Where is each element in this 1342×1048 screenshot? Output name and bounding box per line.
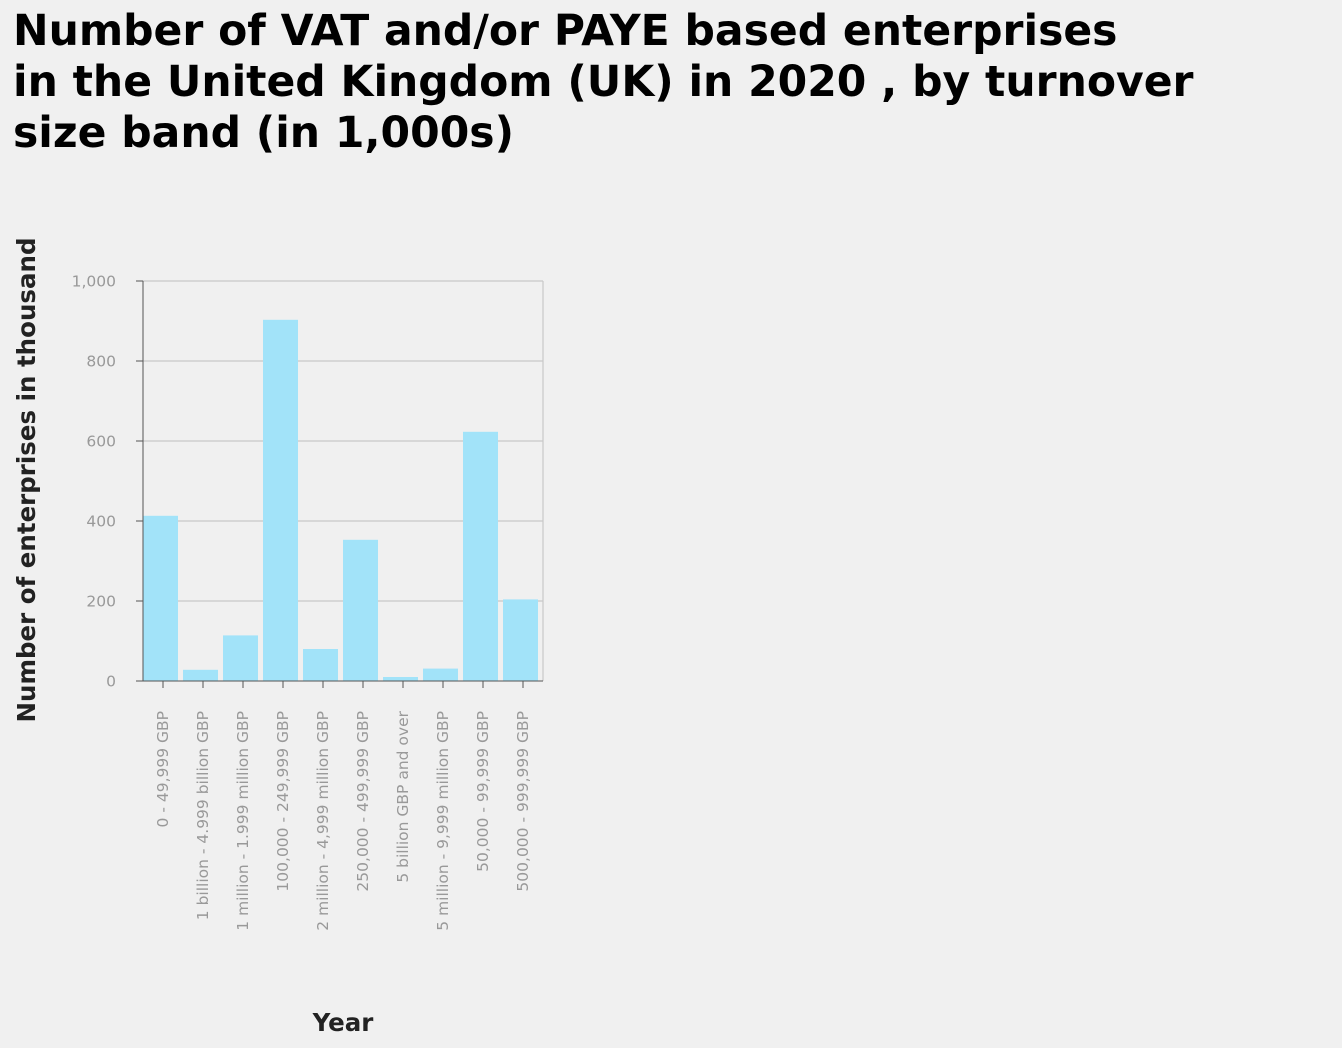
bar [143, 515, 178, 681]
x-tick-label: 2 million - 4,999 million GBP [314, 711, 332, 931]
x-tick-label: 1 billion - 4.999 billion GBP [194, 711, 212, 920]
y-tick-label: 0 [106, 673, 116, 691]
y-tick-label: 600 [86, 433, 116, 451]
y-tick-labels: 0 200 400 600 800 1,000 [72, 273, 116, 691]
bars [143, 319, 538, 681]
bar [223, 635, 258, 681]
x-tick-label: 5 million - 9,999 million GBP [434, 711, 452, 931]
bar [503, 599, 538, 681]
bar [263, 319, 298, 681]
y-tick-label: 800 [86, 353, 116, 371]
bar [303, 649, 338, 681]
x-tick-label: 250,000 - 499,999 GBP [354, 711, 372, 892]
bar [343, 539, 378, 681]
bar [183, 669, 218, 681]
y-axis-title: Number of enterprises in thousand [12, 238, 41, 723]
chart-title: Number of VAT and/or PAYE based enterpri… [13, 7, 1194, 158]
y-tick-label: 400 [86, 513, 116, 531]
x-axis-title: Year [312, 1008, 375, 1037]
bar [383, 677, 418, 681]
bar [463, 431, 498, 681]
y-tick-label: 200 [86, 593, 116, 611]
y-tick-label: 1,000 [72, 273, 116, 291]
x-tick-label: 50,000 - 99,999 GBP [474, 711, 492, 872]
bar [423, 668, 458, 681]
x-tick-label: 5 billion GBP and over [394, 710, 412, 882]
x-tick-label: 500,000 - 999,999 GBP [514, 711, 532, 892]
axes [136, 280, 543, 688]
x-tick-label: 0 - 49,999 GBP [154, 711, 172, 827]
x-tick-label: 100,000 - 249,999 GBP [274, 711, 292, 892]
x-tick-labels: 0 - 49,999 GBP 1 billion - 4.999 billion … [154, 710, 532, 930]
x-tick-label: 1 million - 1.999 million GBP [234, 711, 252, 931]
